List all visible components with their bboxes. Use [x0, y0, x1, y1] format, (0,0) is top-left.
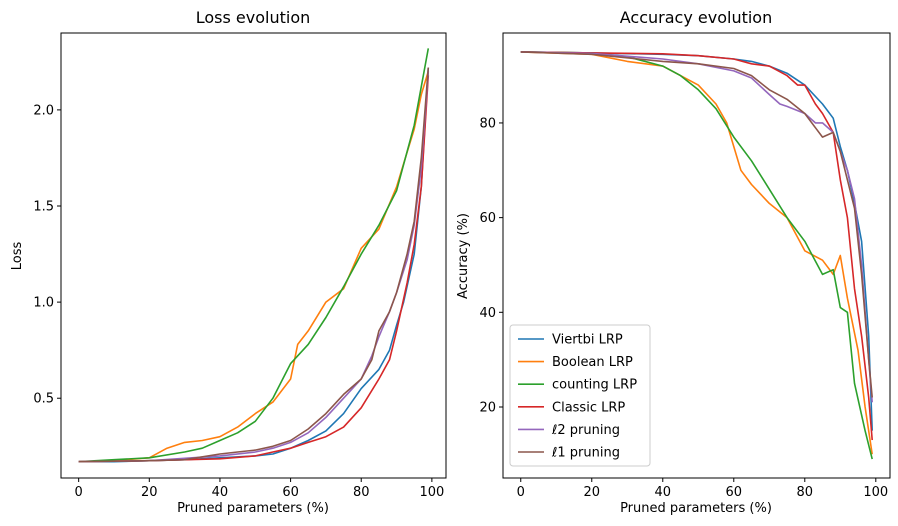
y-tick-label: 60 [479, 211, 496, 226]
legend-box [509, 324, 651, 467]
x-tick-label: 20 [583, 485, 600, 500]
legend-label: ℓ1 pruning [551, 446, 620, 461]
series-line-0 [78, 67, 430, 463]
accuracy-legend: Viertbi LRP Boolean LRP counting LRP Classi… [509, 324, 651, 467]
accuracy-series-lines [520, 51, 873, 460]
accuracy-plot-title: Accuracy evolution [620, 8, 772, 27]
accuracy-x-axis-label: Pruned parameters (%) [620, 501, 772, 516]
y-tick-label: 0.5 [33, 392, 54, 407]
legend-label: Viertbi LRP [552, 333, 623, 348]
x-tick-label: 100 [863, 485, 888, 500]
accuracy-y-axis-label: Accuracy (%) [456, 213, 471, 299]
loss-plot: Loss evolution Pruned parameters (%) Los… [10, 8, 447, 516]
y-tick-label: 20 [479, 400, 496, 415]
x-tick-label: 0 [75, 485, 83, 500]
x-tick-label: 0 [517, 485, 525, 500]
series-line-2 [520, 51, 873, 460]
series-line-4 [78, 71, 430, 463]
legend-label: ℓ2 pruning [551, 423, 620, 438]
x-tick-label: 60 [726, 485, 743, 500]
accuracy-plot: Accuracy evolution Pruned parameters (%)… [456, 8, 891, 516]
y-tick-label: 1.5 [33, 200, 54, 215]
x-tick-label: 40 [654, 485, 671, 500]
series-line-5 [78, 67, 430, 463]
accuracy-plot-frame [502, 32, 891, 479]
x-tick-label: 40 [212, 485, 229, 500]
loss-x-axis-label: Pruned parameters (%) [177, 501, 329, 516]
x-tick-label: 100 [419, 485, 444, 500]
legend-label: Classic LRP [552, 400, 625, 415]
x-tick-label: 80 [797, 485, 814, 500]
x-tick-label: 80 [353, 485, 370, 500]
y-tick-label: 40 [479, 306, 496, 321]
series-line-2 [78, 48, 430, 463]
loss-plot-frame [60, 32, 447, 479]
y-tick-label: 80 [479, 116, 496, 131]
series-line-5 [520, 51, 873, 398]
series-line-3 [78, 75, 430, 463]
loss-y-axis-label: Loss [10, 242, 25, 271]
loss-series-lines [78, 48, 430, 463]
accuracy-ticks: 0 20 40 60 80 100 20 40 60 80 [479, 116, 888, 500]
y-tick-label: 1.0 [33, 296, 54, 311]
legend-label: Boolean LRP [552, 355, 633, 370]
series-line-1 [78, 71, 430, 463]
x-tick-label: 20 [141, 485, 158, 500]
legend-label: counting LRP [552, 378, 637, 393]
x-tick-label: 60 [282, 485, 299, 500]
loss-plot-title: Loss evolution [196, 8, 311, 27]
series-line-3 [520, 51, 873, 441]
y-tick-label: 2.0 [33, 103, 54, 118]
loss-ticks: 0 20 40 60 80 100 0.5 1.0 1.5 2.0 [33, 103, 444, 500]
